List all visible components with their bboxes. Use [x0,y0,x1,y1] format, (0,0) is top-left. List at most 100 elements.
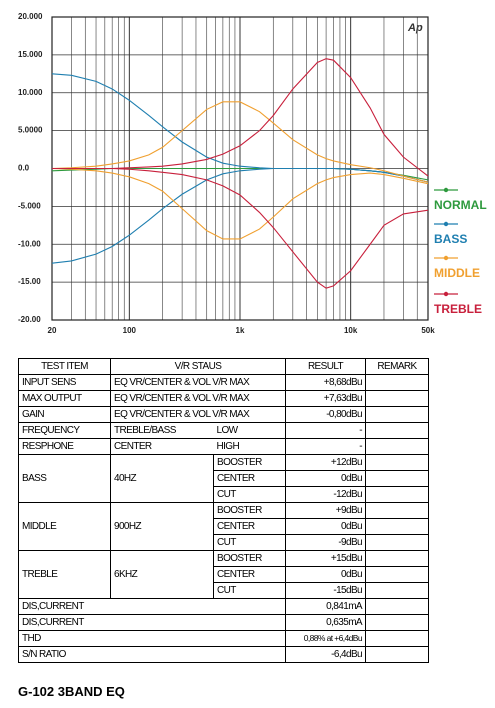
chart: Ap 20 100 1k 10k 50k 20.000 15.000 10.000 5.0000… [18,12,487,335]
legend-label: TREBLE [434,302,482,316]
spec-table: TEST ITEM V/R STAUS RESULT REMARK INPUT … [18,358,429,663]
cell: +15dBu [285,550,366,567]
cell: - [285,422,366,439]
x-tick-label: 1k [236,326,245,335]
series-line [52,167,429,289]
cell: MAX OUTPUT [18,390,111,407]
cell [365,566,429,583]
cell: 0,88% at +6,4dBu [285,630,366,647]
cell: 40HZ [110,454,214,503]
cell: CENTER [110,438,214,455]
legend-marker [443,291,449,297]
cell [365,390,429,407]
cell [365,550,429,567]
cell: 900HZ [110,502,214,551]
cell [365,470,429,487]
legend-marker [443,187,449,193]
cell: DIS,CURRENT [18,614,286,631]
cell [365,502,429,519]
cell: LOW [213,422,286,439]
cell [365,406,429,423]
y-tick-label: 5.0000 [18,126,43,135]
cell: +12dBu [285,454,366,471]
cell: FREQUENCY [18,422,111,439]
cell: BOOSTER [213,550,286,567]
cell: CUT [213,534,286,551]
cell: +7,63dBu [285,390,366,407]
legend-label: MIDDLE [434,266,480,280]
y-tick-label: -5.000 [18,201,41,210]
cell: EQ VR/CENTER & VOL V/R MAX [110,390,286,407]
cell: 6KHZ [110,550,214,599]
cell: TREBLE/BASS [110,422,214,439]
cell: S/N RATIO [18,646,286,663]
cell: CUT [213,582,286,599]
y-tick-label: 10.000 [18,88,43,97]
cell: INPUT SENS [18,374,111,391]
header-cell: REMARK [365,358,429,375]
x-tick-label: 100 [123,326,137,335]
legend-marker [443,221,449,227]
cell: -9dBu [285,534,366,551]
cell: CUT [213,486,286,503]
legend-label: NORMAL [434,198,487,212]
cell [365,438,429,455]
cell [365,374,429,391]
header-cell: RESULT [285,358,366,375]
cell [365,598,429,615]
cell: CENTER [213,518,286,535]
cell: THD [18,630,286,647]
cell [365,486,429,503]
series-line [51,101,429,183]
legend-marker [443,255,449,261]
header-cell: V/R STAUS [110,358,286,375]
cell: 0,841mA [285,598,366,615]
cell [365,534,429,551]
cell: DIS,CURRENT [18,598,286,615]
header-row: TEST ITEM V/R STAUS RESULT REMARK [18,358,429,375]
cell [365,630,429,647]
cell: -15dBu [285,582,366,599]
cell: - [285,438,366,455]
cell: CENTER [213,470,286,487]
cell: +9dBu [285,502,366,519]
cell: BOOSTER [213,502,286,519]
cell: -12dBu [285,486,366,503]
cell: 0dBu [285,518,366,535]
cell: RESPHONE [18,438,111,455]
cell [365,422,429,439]
cell: 0dBu [285,566,366,583]
cell: +8,68dBu [285,374,366,391]
cell: BASS [18,454,111,503]
series-line [51,167,429,264]
cell: HIGH [213,438,286,455]
cell: -6,4dBu [285,646,366,663]
y-tick-label: -20.00 [18,315,41,324]
cell [365,582,429,599]
cell [365,454,429,471]
cell: -0,80dBu [285,406,366,423]
y-tick-label: 0.0 [18,164,30,173]
cell: EQ VR/CENTER & VOL V/R MAX [110,406,286,423]
cell: GAIN [18,406,111,423]
y-tick-label: 15.000 [18,50,43,59]
cell: CENTER [213,566,286,583]
cell: 0,635mA [285,614,366,631]
x-tick-label: 20 [48,326,57,335]
series-line [52,58,429,177]
logo: Ap [407,22,423,34]
series-line [51,167,429,240]
cell: EQ VR/CENTER & VOL V/R MAX [110,374,286,391]
cell [365,614,429,631]
legend-label: BASS [434,232,467,246]
cell: MIDDLE [18,502,111,551]
y-tick-label: 20.000 [18,12,43,21]
cell [365,518,429,535]
y-tick-label: -15.00 [18,277,41,286]
y-tick-label: -10.00 [18,239,41,248]
cell: TREBLE [18,550,111,599]
cell [365,646,429,663]
cell: BOOSTER [213,454,286,471]
caption: G-102 3BAND EQ [18,684,125,699]
x-tick-label: 10k [344,326,358,335]
